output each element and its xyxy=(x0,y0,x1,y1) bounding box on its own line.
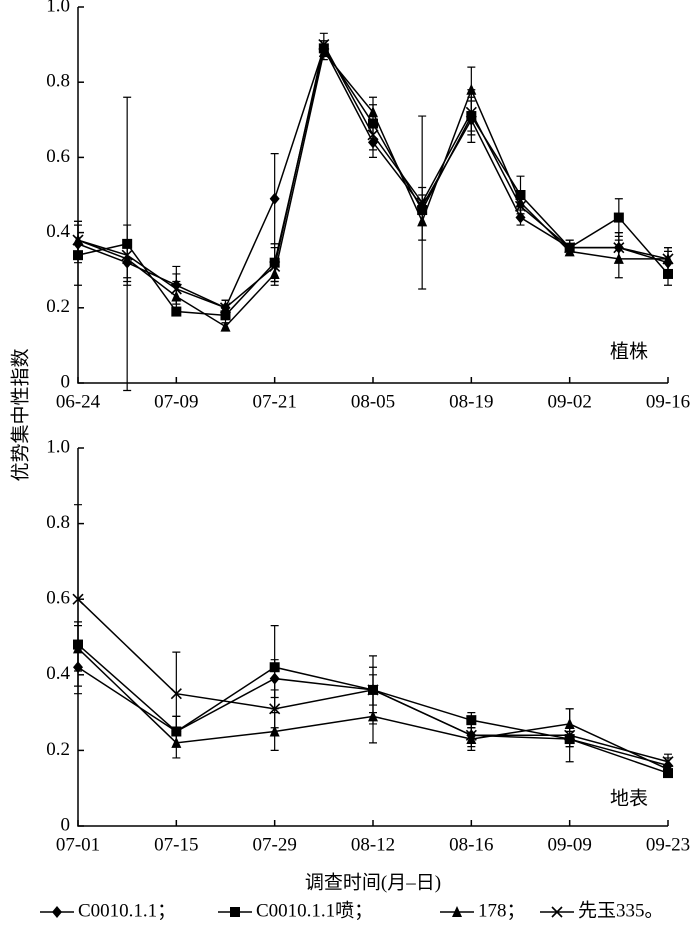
marker xyxy=(219,302,232,314)
marker xyxy=(465,729,477,741)
marker xyxy=(72,234,84,246)
marker xyxy=(220,320,231,332)
marker xyxy=(269,662,280,673)
x-tick-label: 09-02 xyxy=(548,391,592,412)
legend-label: 先玉335。 xyxy=(578,899,664,921)
marker xyxy=(171,736,182,748)
marker xyxy=(269,703,281,715)
marker xyxy=(613,212,624,223)
series-line xyxy=(77,46,669,317)
marker xyxy=(367,684,379,696)
y-tick-label: 0.2 xyxy=(46,739,70,760)
x-tick-label: 07-29 xyxy=(253,834,297,855)
marker xyxy=(269,192,280,205)
x-tick-label: 08-19 xyxy=(449,391,493,412)
marker xyxy=(514,200,527,212)
series-line xyxy=(77,50,668,328)
marker xyxy=(466,715,477,726)
y-tick-label: 0.4 xyxy=(46,221,70,242)
axis xyxy=(77,448,668,827)
marker xyxy=(662,253,674,265)
series-line xyxy=(77,42,669,309)
y-tick-label: 0.8 xyxy=(46,512,70,533)
marker xyxy=(465,106,477,118)
marker xyxy=(269,725,280,737)
marker xyxy=(564,729,576,741)
x-tick-label: 07-01 xyxy=(56,834,100,855)
y-axis-label: 优势集中性指数 xyxy=(9,348,31,481)
x-tick-label: 06-24 xyxy=(56,391,101,412)
x-tick-label: 09-09 xyxy=(548,834,592,855)
y-tick-label: 0 xyxy=(61,371,71,392)
marker xyxy=(367,129,379,141)
panel-label: 地表 xyxy=(610,787,648,809)
legend-label: C0010.1.1； xyxy=(78,900,176,921)
y-tick-label: 0.6 xyxy=(46,146,70,167)
legend-label: C0010.1.1喷； xyxy=(256,899,373,921)
x-axis-label: 调查时间(月–日) xyxy=(305,871,441,893)
axis xyxy=(77,7,668,384)
x-tick-label: 07-09 xyxy=(154,391,198,412)
legend-marker xyxy=(452,906,462,917)
x-tick-label: 08-16 xyxy=(449,834,493,855)
y-tick-label: 0.8 xyxy=(46,71,70,92)
y-tick-label: 1.0 xyxy=(46,436,70,457)
panel-label: 植株 xyxy=(610,340,648,362)
y-tick-label: 0 xyxy=(61,814,71,835)
series-line xyxy=(77,46,669,309)
x-tick-label: 08-12 xyxy=(351,834,395,855)
legend-marker xyxy=(230,907,240,917)
marker xyxy=(662,756,674,768)
marker xyxy=(613,242,625,254)
marker xyxy=(170,688,182,700)
x-tick-label: 07-21 xyxy=(253,391,297,412)
y-tick-label: 0.4 xyxy=(46,663,70,684)
marker xyxy=(368,710,378,722)
marker xyxy=(72,593,84,605)
legend-marker xyxy=(52,906,62,918)
x-tick-label: 09-23 xyxy=(646,834,690,855)
marker xyxy=(663,268,673,279)
marker xyxy=(318,39,330,51)
marker xyxy=(416,196,428,209)
x-tick-label: 07-15 xyxy=(154,834,198,855)
x-tick-label: 09-16 xyxy=(646,391,690,412)
legend-label: 178； xyxy=(478,900,526,921)
x-tick-label: 08-05 xyxy=(351,391,395,412)
y-tick-label: 1.0 xyxy=(46,0,70,16)
y-tick-label: 0.2 xyxy=(46,296,70,317)
marker xyxy=(121,249,133,261)
marker xyxy=(170,283,182,295)
y-tick-label: 0.6 xyxy=(46,588,70,609)
marker xyxy=(368,106,378,118)
marker xyxy=(269,260,281,273)
marker xyxy=(564,242,576,254)
legend-marker xyxy=(551,906,563,918)
